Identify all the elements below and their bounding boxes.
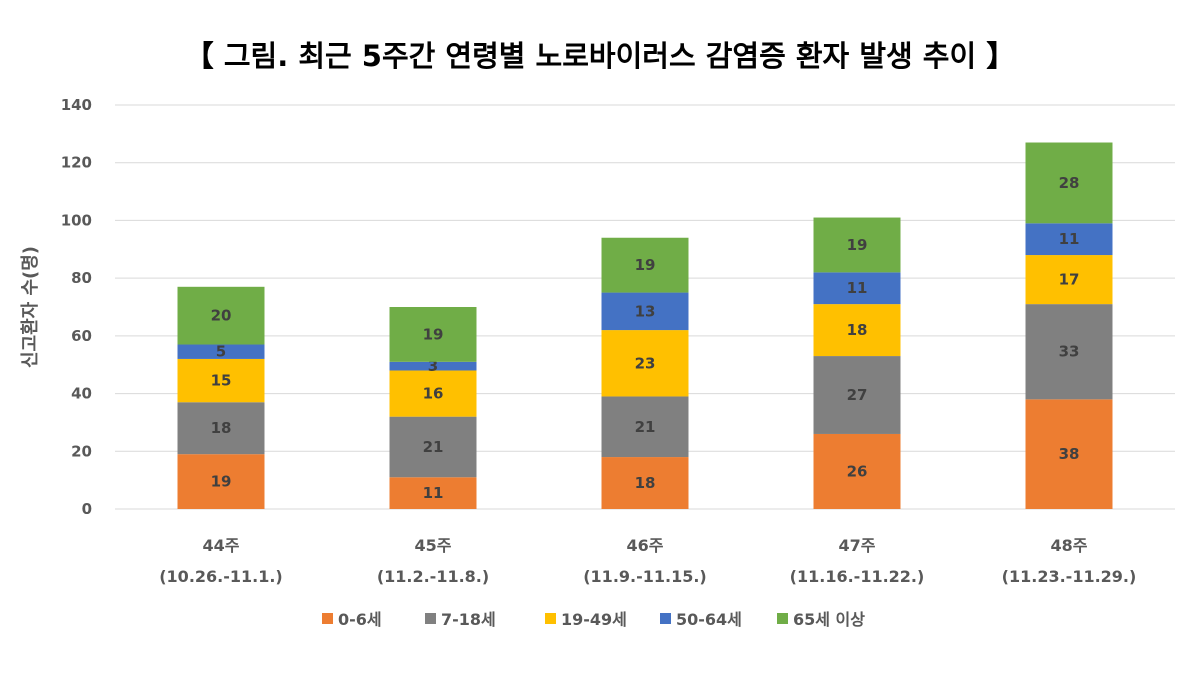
x-tick-label: 45주 — [415, 536, 452, 555]
x-tick-date: (11.2.-11.8.) — [377, 567, 489, 586]
legend-swatch — [777, 613, 788, 624]
data-label: 27 — [847, 386, 868, 404]
data-label: 23 — [635, 354, 656, 372]
y-tick-label: 80 — [71, 269, 92, 287]
bar-segment — [1025, 304, 1113, 400]
x-tick-label: 47주 — [839, 536, 876, 555]
data-label: 18 — [211, 419, 232, 437]
bar-segment — [813, 433, 901, 509]
legend-label: 65세 이상 — [793, 610, 865, 629]
y-tick-label: 120 — [61, 154, 92, 172]
data-label: 28 — [1059, 174, 1080, 192]
bar-segment — [389, 361, 477, 371]
data-label: 19 — [423, 325, 444, 343]
data-label: 18 — [847, 321, 868, 339]
bar-segment — [601, 330, 689, 397]
legend-swatch — [322, 613, 333, 624]
legend-label: 19-49세 — [561, 610, 627, 629]
bar-segment — [601, 457, 689, 509]
bar-segment — [1025, 142, 1113, 224]
x-tick-label: 46주 — [627, 536, 664, 555]
data-label: 15 — [211, 372, 232, 390]
x-tick-date: (10.26.-11.1.) — [159, 567, 283, 586]
data-label: 21 — [635, 418, 656, 436]
y-tick-label: 20 — [71, 442, 92, 460]
x-tick-label: 44주 — [203, 536, 240, 555]
bar-segment — [177, 344, 265, 359]
data-label: 19 — [635, 256, 656, 274]
data-label: 18 — [635, 474, 656, 492]
data-label: 19 — [211, 473, 232, 491]
data-label: 13 — [635, 302, 656, 320]
data-label: 11 — [1059, 230, 1080, 248]
bar-segment — [813, 217, 901, 273]
bar-segment — [813, 356, 901, 434]
data-label: 5 — [216, 343, 226, 361]
data-label: 26 — [847, 462, 868, 480]
y-tick-label: 100 — [61, 211, 92, 229]
y-axis-ticks: 0 20 40 60 80 100 120 140 — [61, 96, 92, 518]
data-label: 20 — [211, 307, 232, 325]
bar-segment — [389, 477, 477, 509]
bar-segment — [601, 396, 689, 458]
bar-segment — [1025, 255, 1113, 305]
bar-segment — [177, 402, 265, 455]
bar-segment — [813, 304, 901, 357]
legend-label: 50-64세 — [676, 610, 742, 629]
bar-segment — [177, 286, 265, 345]
data-label: 11 — [423, 484, 444, 502]
y-axis-title: 신고환자 수(명) — [19, 246, 41, 368]
data-label: 19 — [847, 236, 868, 254]
legend-swatch — [660, 613, 671, 624]
legend-swatch — [425, 613, 436, 624]
bar-segment — [601, 292, 689, 331]
bars: 19 18 15 5 20 11 21 16 3 19 18 21 23 13 19 26 27 18 11 19 38… — [177, 142, 1113, 509]
legend-label: 7-18세 — [441, 610, 496, 629]
y-tick-label: 140 — [61, 96, 92, 114]
data-label: 33 — [1059, 343, 1080, 361]
y-tick-label: 60 — [71, 327, 92, 345]
bar-segment — [601, 237, 689, 293]
bar-segment — [1025, 223, 1113, 256]
y-tick-label: 40 — [71, 385, 92, 403]
x-tick-date: (11.9.-11.15.) — [583, 567, 707, 586]
x-tick-date: (11.23.-11.29.) — [1002, 567, 1137, 586]
legend-swatch — [545, 613, 556, 624]
legend-label: 0-6세 — [338, 610, 382, 629]
x-axis-labels: 44주 (10.26.-11.1.) 45주 (11.2.-11.8.) 46주 (11.… — [159, 536, 1136, 586]
data-label: 17 — [1059, 271, 1080, 289]
bar-segment — [389, 370, 477, 417]
data-label: 11 — [847, 279, 868, 297]
data-label: 3 — [428, 357, 438, 375]
chart-title: 【 그림. 최근 5주간 연령별 노로바이러스 감염증 환자 발생 추이 】 — [185, 39, 1015, 73]
bar-segment — [1025, 399, 1113, 509]
bar-segment — [389, 416, 477, 478]
bar-segment — [177, 454, 265, 509]
y-tick-label: 0 — [82, 500, 92, 518]
bar-segment — [177, 358, 265, 403]
bar-segment — [389, 307, 477, 362]
data-label: 16 — [423, 385, 444, 403]
data-label: 21 — [423, 438, 444, 456]
legend: 0-6세 7-18세 19-49세 50-64세 65세 이상 — [322, 610, 865, 629]
x-tick-label: 48주 — [1051, 536, 1088, 555]
x-tick-date: (11.16.-11.22.) — [790, 567, 925, 586]
data-label: 38 — [1059, 445, 1080, 463]
bar-segment — [813, 272, 901, 305]
